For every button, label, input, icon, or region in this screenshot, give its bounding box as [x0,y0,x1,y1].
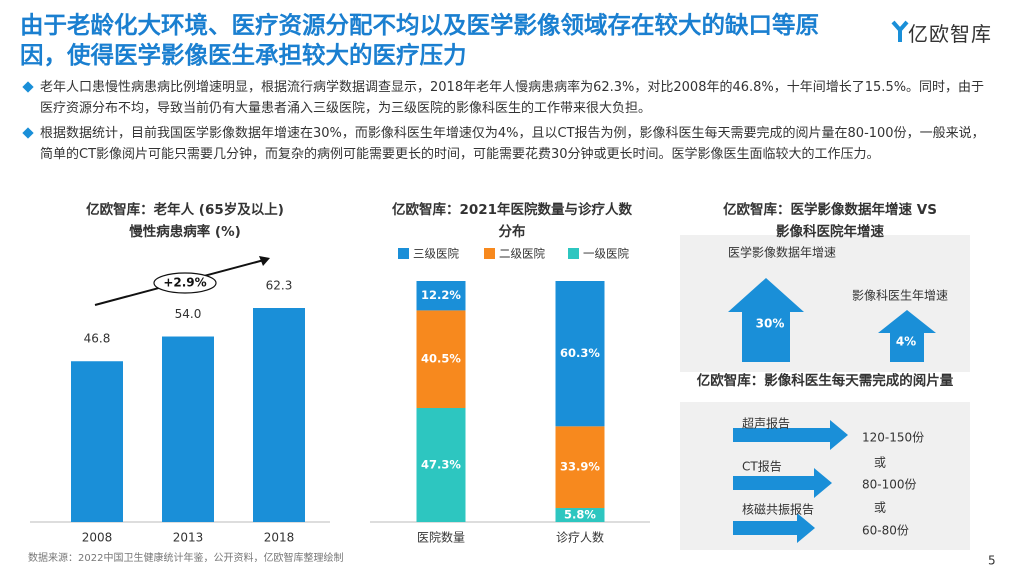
x-tick-label: 医院数量 [417,530,465,545]
value-label: 12.2% [421,288,461,302]
growth-label: 影像科医生年增速 [852,289,948,303]
legend-swatch [484,248,495,259]
right-arrow [733,468,832,498]
reading-value: 120-150份 [862,431,924,445]
separator: 或 [874,456,886,470]
legend-label: 二级医院 [499,247,545,261]
chart-title: 亿欧智库：2021年医院数量与诊疗人数 [392,201,633,218]
reading-label: CT报告 [742,459,782,474]
growth-label: 医学影像数据年增速 [728,245,836,260]
panel-title: 影像科医院年增速 [776,223,884,240]
legend-swatch [568,248,579,259]
logo: 亿欧智库 [908,22,992,46]
value-label: 46.8 [84,332,111,346]
growth-value: 30% [756,317,785,331]
x-tick-label: 2018 [264,531,295,545]
value-label: 62.3 [266,279,293,293]
value-label: 54.0 [175,307,202,321]
bullet: 根据数据统计，目前我国医学影像数据年增速在30%，而影像科医生年增速仅为4%，且… [40,123,995,165]
value-label: 60.3% [560,346,600,360]
right-arrow [733,420,848,450]
chart-title: 慢性病患病率 (%) [129,223,241,240]
reading-value: 80-100份 [862,478,917,492]
chart-title: 分布 [499,223,526,240]
right-arrow [733,513,815,543]
growth-value: 4% [896,335,916,349]
x-tick-label: 2008 [82,531,113,545]
annotation-bubble [153,272,217,294]
arrow-head [259,256,270,266]
bar-segment [555,508,605,522]
value-label: 40.5% [421,352,461,366]
bar [71,361,123,522]
panel-title: 亿欧智库：医学影像数据年增速 VS [723,201,937,218]
bar-segment [555,426,605,509]
panel-bg [680,402,970,550]
up-arrow [878,310,936,362]
up-arrow [728,278,804,362]
chart-title: 亿欧智库：老年人 (65岁及以上) [86,201,284,218]
bar-segment [416,408,466,522]
reading-label: 核磁共振报告 [742,502,814,517]
reading-label: 超声报告 [742,416,790,431]
legend-label: 一级医院 [583,247,629,261]
value-label: 47.3% [421,458,461,472]
value-label: 33.9% [560,460,600,474]
annotation: +2.9% [163,276,206,290]
slide-title: 由于老龄化大环境、医疗资源分配不均以及医学影像领域存在较大的缺口等原因，使得医学… [20,11,819,69]
bar [162,336,214,522]
reading-value: 60-80份 [862,524,909,538]
legend-swatch [398,248,409,259]
panel-title: 亿欧智库：影像科医生每天需完成的阅片量 [697,372,954,389]
x-tick-label: 诊疗人数 [556,530,604,545]
bar-segment [416,281,466,311]
bar [253,308,305,522]
page-number: 5 [988,554,996,568]
value-label: 5.8% [564,508,596,522]
bar-segment [555,281,605,427]
x-tick-label: 2013 [173,531,204,545]
bullet: 老年人口患慢性病患病比例增速明显，根据流行病学数据调查显示，2018年老年人慢病… [40,77,995,119]
source: 数据来源：2022中国卫生健康统计年鉴，公开资料，亿欧智库整理绘制 [28,551,343,564]
legend-label: 三级医院 [413,247,459,261]
logo-icon [891,20,909,42]
bar-segment [416,310,466,409]
separator: 或 [874,501,886,515]
